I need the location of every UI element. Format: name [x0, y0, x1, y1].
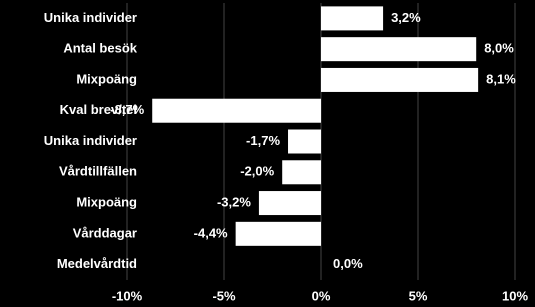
value-label: -8,7%	[110, 102, 144, 117]
bar	[152, 98, 321, 123]
y-tick-label: Medelvårdtid	[57, 256, 137, 271]
bar	[258, 191, 321, 216]
bar	[288, 129, 321, 154]
bar	[282, 160, 321, 185]
value-label: -1,7%	[246, 133, 280, 148]
y-tick-label: Mixpoäng	[76, 194, 137, 209]
y-tick-label: Vårddagar	[73, 225, 137, 240]
bar	[321, 37, 477, 62]
x-tick-label: 10%	[502, 288, 528, 303]
value-label: 8,1%	[486, 71, 516, 86]
x-tick-label: 5%	[409, 288, 428, 303]
y-tick-label: Unika individer	[44, 10, 137, 25]
x-tick-label: -10%	[112, 288, 143, 303]
x-tick-label: 0%	[312, 288, 331, 303]
y-tick-label: Vårdtillfällen	[59, 164, 137, 179]
value-label: -2,0%	[240, 164, 274, 179]
value-label: 0,0%	[333, 256, 363, 271]
bar	[235, 221, 321, 246]
bar	[321, 67, 479, 92]
y-tick-label: Mixpoäng	[76, 71, 137, 86]
bar	[321, 6, 384, 31]
y-tick-label: Kval brev/tel	[60, 102, 137, 117]
value-label: 3,2%	[391, 10, 421, 25]
y-tick-label: Antal besök	[63, 41, 137, 56]
y-tick-label: Unika individer	[44, 133, 137, 148]
value-label: 8,0%	[484, 41, 514, 56]
value-label: -4,4%	[194, 225, 228, 240]
value-label: -3,2%	[217, 194, 251, 209]
x-tick-label: -5%	[212, 288, 236, 303]
